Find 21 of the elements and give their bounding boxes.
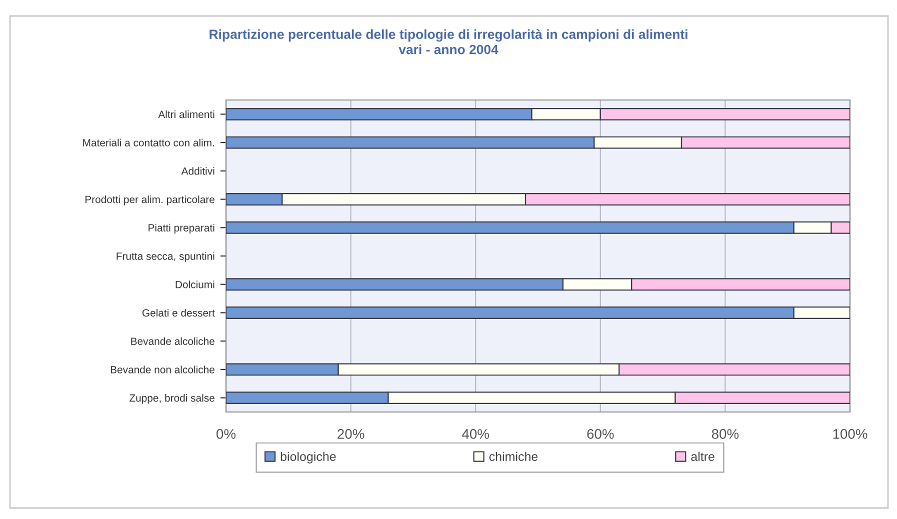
y-tick-label: Frutta secca, spuntini <box>116 252 214 262</box>
legend-label: chimiche <box>489 452 538 461</box>
x-tick-label: 80% <box>712 429 739 439</box>
y-tick-label: Altri alimenti <box>158 110 214 118</box>
y-tick-label: Dolciumi <box>176 280 214 288</box>
y-tick-label: Zuppe, brodi salse <box>130 394 214 404</box>
y-tick-label: Gelati e dessert <box>142 308 215 317</box>
y-tick-label: Prodotti per alim. particolare <box>85 196 214 206</box>
legend-label: biologiche <box>280 452 336 464</box>
y-tick-label: Additivi <box>181 167 214 175</box>
y-tick-label: Piatti preparati <box>148 224 214 234</box>
y-tick-label: Materiali a contatto con alim. <box>83 138 214 146</box>
x-tick-label: 20% <box>338 429 364 439</box>
x-tick-label: 40% <box>462 429 490 439</box>
legend-label: altre <box>691 452 714 461</box>
y-tick-label: Bevande alcoliche <box>131 337 214 345</box>
x-tick-label: 60% <box>587 429 614 439</box>
chart-title: Ripartizione percentuale delle tipologie di irregolarità in campioni di alimenti vari - anno 2004 <box>210 29 688 54</box>
y-tick-label: Bevande non alcoliche <box>110 366 214 374</box>
x-tick-label: 100% <box>833 429 868 439</box>
x-tick-label: 0% <box>216 429 236 439</box>
